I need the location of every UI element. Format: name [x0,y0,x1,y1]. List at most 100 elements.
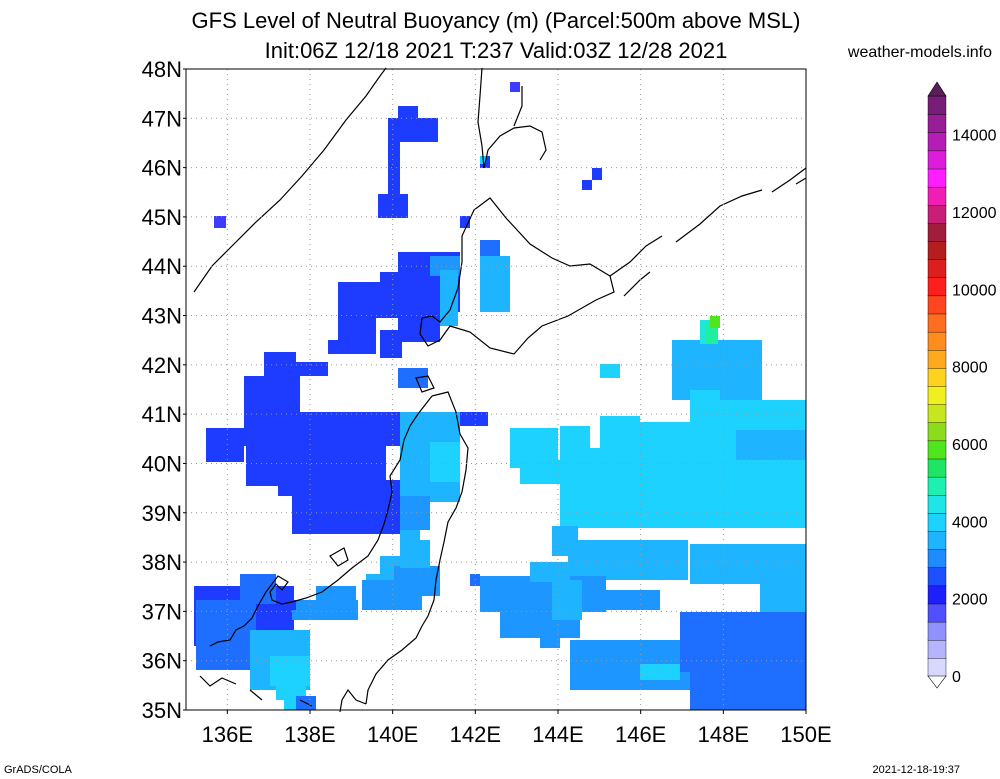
colorbar-swatch [927,385,947,405]
latitude-label: 39N [142,501,182,526]
longitude-label: 150E [780,722,831,747]
field-cell [338,282,398,318]
field-cell [394,566,440,596]
field-cell [592,168,602,180]
field-cell [640,664,680,680]
colorbar-swatch [927,567,947,587]
latitude-label: 37N [142,599,182,624]
colorbar-swatch [927,168,947,188]
latitude-labels: 48N 47N 46N 45N 44N 43N 42N 41N 40N 39N 38N 37N 36N 3… [142,57,186,723]
latitude-label: 38N [142,550,182,575]
map-frame [185,68,807,711]
colorbar-labels: 14000 12000 10000 8000 6000 4000 2000 0 [952,128,997,686]
map-grid [186,69,806,710]
field-cell [400,496,430,530]
latitude-label: 46N [142,156,182,181]
colorbar-label: 4000 [952,514,988,531]
coastlines [193,67,807,713]
field-cell [460,412,488,426]
latitude-label: 43N [142,304,182,329]
colorbar-swatch [927,150,947,170]
colorbar-label: 10000 [952,282,997,299]
colorbar-swatch [927,349,947,369]
longitude-label: 142E [450,722,501,747]
coastline-asia-mainland [193,67,387,293]
field-cell [552,580,582,620]
colorbar-swatch [927,258,947,278]
map-subtitle: Init:06Z 12/18 2021 T:237 Valid:03Z 12/2… [264,38,728,63]
field-cell [328,340,358,354]
field-cell [286,600,296,610]
colorbar-swatch [927,313,947,333]
field-cell [690,686,806,710]
field-cell [380,330,402,358]
latitude-label: 48N [142,57,182,82]
colorbar-swatch [927,585,947,605]
map-title: GFS Level of Neutral Buoyancy (m) (Parce… [191,8,801,33]
field-cell [582,180,592,190]
colorbar-swatch [927,367,947,387]
colorbar-label: 0 [952,669,961,686]
longitude-label: 136E [202,722,253,747]
colorbar-max-arrow [927,81,947,97]
colorbar-swatch [927,621,947,641]
latitude-label: 47N [142,106,182,131]
field-cell [214,216,226,228]
latitude-label: 35N [142,698,182,723]
colorbar-swatch [927,440,947,460]
field-cell [430,442,460,482]
colorbar-swatch [927,222,947,242]
latitude-label: 36N [142,649,182,674]
field-cell [600,364,620,378]
colorbar-swatch [927,639,947,659]
footer-timestamp: 2021-12-18-19:37 [872,764,960,776]
colorbar-swatch [927,204,947,224]
colorbar-min-arrow [927,675,947,689]
coastline-tsugaru [415,375,435,393]
colorbar-swatch [927,422,947,442]
latitude-label: 44N [142,254,182,279]
field-cell [510,82,520,92]
field-cell [400,540,430,568]
field-cell [690,390,720,430]
field-cell [316,586,356,606]
field-cell [296,362,328,376]
colorbar-label: 6000 [952,437,988,454]
colorbar-swatch [927,277,947,297]
colorbar-label: 14000 [952,128,997,145]
coastline-honshu-pacific [199,391,469,713]
colorbar-swatch [927,603,947,623]
longitude-label: 140E [367,722,418,747]
field-cell [398,368,428,388]
coastline-kurils [609,167,807,297]
colorbar-swatch [927,240,947,260]
colorbar-swatch [927,331,947,351]
footer-left-credit: GrADS/COLA [4,764,72,776]
colorbar-label: 2000 [952,592,988,609]
field-cell [292,494,402,534]
colorbar-swatch [927,95,947,115]
colorbar-swatch [927,186,947,206]
colorbar-swatch [927,548,947,568]
buoyancy-field [194,82,806,710]
field-cell [278,480,418,496]
longitude-label: 138E [284,722,335,747]
longitude-label: 144E [532,722,583,747]
field-cell [196,600,256,670]
colorbar-swatch [927,113,947,133]
coastline-sakhalin [477,67,547,169]
field-cell [440,270,458,326]
field-cell [604,590,660,610]
colorbar-swatch [927,403,947,423]
colorbar-swatch [927,458,947,478]
field-cell [720,400,806,430]
coastline-honshu-japan-sea [209,395,433,647]
colorbar [927,81,947,689]
colorbar-swatch [927,512,947,532]
latitude-label: 40N [142,451,182,476]
colorbar-label: 8000 [952,360,988,377]
colorbar-swatch [927,657,947,677]
field-cell [568,540,688,580]
colorbar-swatch [927,295,947,315]
